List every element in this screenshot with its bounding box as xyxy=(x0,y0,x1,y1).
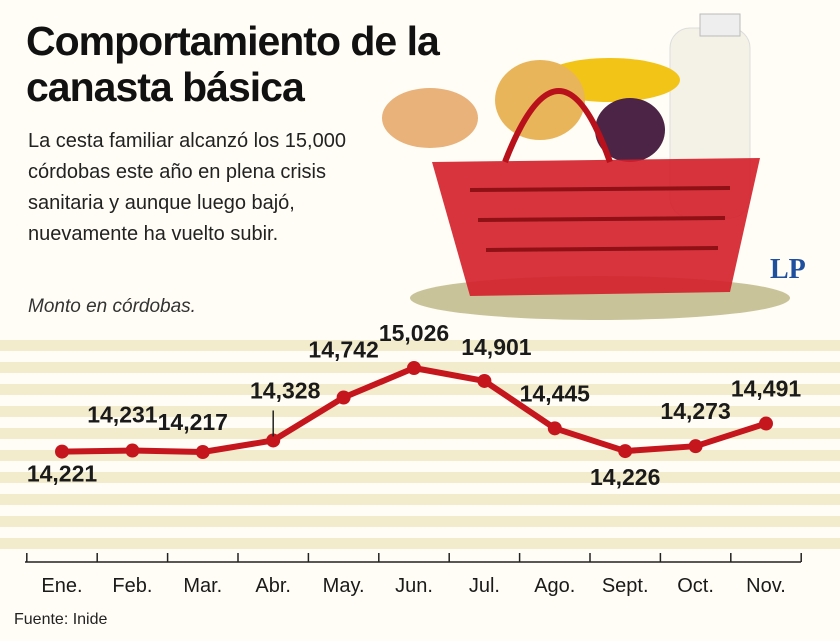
stripe xyxy=(0,417,840,428)
value-label: 14,273 xyxy=(660,398,730,424)
value-label: 14,742 xyxy=(308,336,378,362)
stripe xyxy=(0,373,840,384)
data-point xyxy=(125,443,140,458)
note: Monto en córdobas. xyxy=(28,296,196,317)
value-label: 14,221 xyxy=(27,461,98,487)
plot: Ene. Feb. Mar. Abr. May. Jun. Jul. Ago. Sept. Oct… xyxy=(26,320,802,597)
value-label: 14,901 xyxy=(461,334,532,360)
stripe xyxy=(0,428,840,439)
stripe xyxy=(0,516,840,527)
data-point xyxy=(336,390,351,405)
x-tick-label: Oct. xyxy=(677,575,714,597)
data-point xyxy=(195,445,210,459)
stripe xyxy=(0,527,840,538)
x-tick-label: Jun. xyxy=(395,575,433,597)
value-label: 14,445 xyxy=(520,380,591,406)
x-tick-label: Jul. xyxy=(469,575,500,597)
data-point xyxy=(618,444,633,459)
value-label: 14,217 xyxy=(158,409,228,435)
stripe xyxy=(0,406,840,417)
data-point xyxy=(407,361,421,375)
data-point xyxy=(547,421,562,436)
stripe xyxy=(0,505,840,516)
x-tick-label: Feb. xyxy=(112,575,152,597)
stripe xyxy=(0,439,840,450)
x-tick-label: Abr. xyxy=(255,575,291,597)
stripe xyxy=(0,384,840,395)
value-label: 14,226 xyxy=(590,464,660,490)
source: Fuente: Inide xyxy=(14,611,108,628)
stripe xyxy=(0,351,840,362)
data-point xyxy=(759,416,773,431)
data-point xyxy=(477,373,492,388)
x-tick-label: May. xyxy=(323,575,365,597)
stripe xyxy=(0,395,840,406)
value-label: 14,231 xyxy=(87,402,158,428)
data-point xyxy=(266,433,281,448)
subtitle: La cesta familiar alcanzó los 15,000 cór… xyxy=(28,130,346,245)
value-label: 14,491 xyxy=(731,376,802,402)
x-tick-label: Nov. xyxy=(746,575,786,597)
x-tick-label: Sept. xyxy=(602,575,649,597)
basket-illustration xyxy=(382,13,790,320)
value-label: 14,328 xyxy=(250,377,321,403)
title: Comportamiento de la canasta básica xyxy=(26,18,440,110)
stripe xyxy=(0,450,840,461)
stripe xyxy=(0,472,840,483)
stripe xyxy=(0,461,840,472)
stripe xyxy=(0,483,840,494)
x-tick-label: Ago. xyxy=(534,575,575,597)
stripe xyxy=(0,538,840,549)
x-tick-label: Mar. xyxy=(183,575,222,597)
x-tick-label: Ene. xyxy=(41,575,82,597)
data-point xyxy=(688,439,703,454)
data-point xyxy=(55,444,69,459)
logo: LP xyxy=(770,254,806,285)
stripe xyxy=(0,340,840,351)
background-stripes xyxy=(0,340,840,549)
stripe xyxy=(0,494,840,505)
value-label: 15,026 xyxy=(379,320,449,346)
